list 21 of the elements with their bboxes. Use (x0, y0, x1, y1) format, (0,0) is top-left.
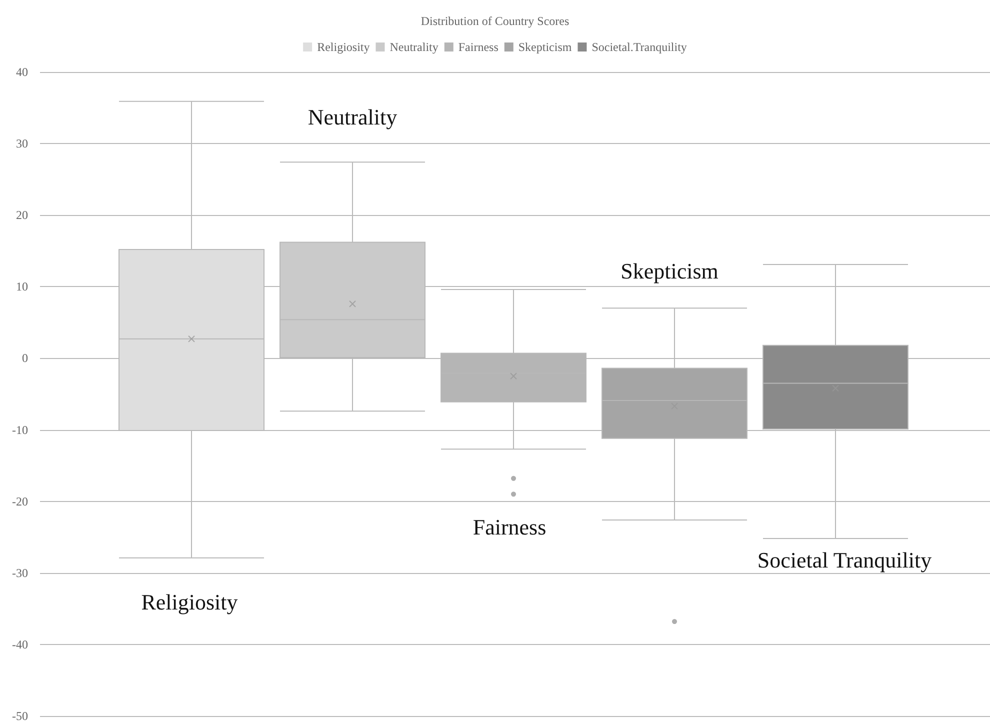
annotation: Societal Tranquility (757, 548, 932, 572)
y-tick-label: 40 (16, 65, 28, 79)
annotation: Religiosity (141, 590, 238, 614)
legend-label: Fairness (458, 40, 499, 54)
legend-label: Societal.Tranquility (592, 40, 687, 54)
legend-label: Religiosity (317, 40, 370, 54)
annotation: Skepticism (620, 258, 718, 284)
legend-label: Skepticism (518, 40, 572, 54)
y-tick-label: 0 (22, 351, 28, 366)
annotation: Fairness (472, 514, 546, 540)
y-tick-label: -30 (12, 566, 28, 580)
y-tick-label: -50 (12, 709, 28, 723)
y-tick-label: -40 (12, 637, 28, 652)
legend-label: Neutrality (390, 40, 438, 54)
y-tick-label: -20 (12, 494, 28, 508)
y-tick-label: 30 (16, 136, 28, 151)
chart-title: Distribution of Country Scores (420, 14, 570, 28)
y-tick-label: -10 (12, 422, 28, 437)
annotation: Neutrality (308, 104, 398, 130)
y-tick-label: 20 (16, 208, 28, 222)
y-tick-label: 10 (16, 280, 28, 294)
